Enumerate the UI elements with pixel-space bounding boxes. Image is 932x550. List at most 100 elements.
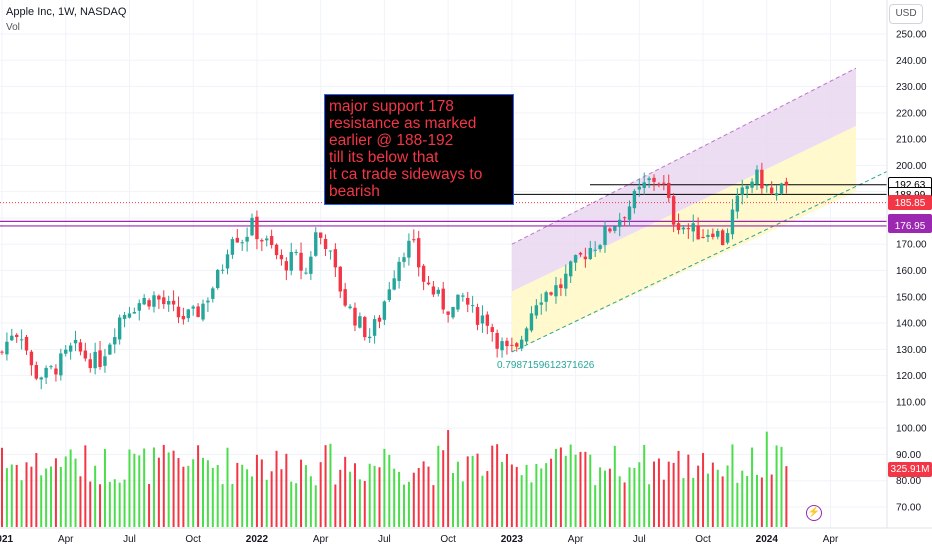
candle-body: [377, 317, 382, 322]
candle-body: [446, 311, 450, 315]
candle-body: [627, 206, 632, 220]
x-tick-label: Apr: [823, 534, 839, 545]
volume-bar: [456, 461, 459, 527]
lightning-icon[interactable]: ⚡: [806, 505, 822, 521]
volume-bar: [388, 454, 391, 527]
candle-body: [720, 230, 725, 246]
volume-bar: [545, 463, 548, 527]
volume-bar: [128, 449, 131, 527]
y-tick-label: 240.00: [896, 56, 927, 67]
volume-bar: [15, 464, 18, 527]
volume-bar: [378, 467, 381, 527]
candle-body: [230, 239, 235, 255]
volume-bar: [525, 464, 528, 527]
candle-body: [608, 228, 612, 232]
candle-body: [39, 377, 43, 380]
candle-body: [83, 350, 88, 359]
volume-label: Vol: [6, 22, 20, 33]
candle-body: [534, 305, 539, 316]
volume-bar: [74, 458, 77, 527]
volume-bar: [510, 464, 513, 527]
volume-bar: [118, 482, 121, 527]
volume-bar: [564, 455, 567, 527]
volume-bar: [167, 452, 170, 527]
volume-bar: [608, 468, 611, 527]
volume-bar: [94, 465, 97, 527]
candle-body: [603, 226, 607, 245]
candle-body: [519, 339, 524, 349]
volume-bar: [662, 479, 665, 527]
volume-bar: [192, 459, 195, 527]
x-tick-label: Jul: [378, 534, 391, 545]
fib-ratio-label: 0.7987159612371626: [497, 360, 595, 371]
volume-bar: [618, 476, 621, 527]
annotation-box[interactable]: major support 178 resistance as marked e…: [324, 94, 514, 205]
candle-body: [206, 300, 210, 303]
volume-bar: [236, 462, 239, 527]
candle-body: [284, 261, 289, 271]
volume-bar: [54, 458, 57, 527]
candle-body: [260, 240, 264, 242]
volume-bar: [79, 476, 82, 527]
candle-body: [353, 307, 357, 326]
volume-bar: [746, 475, 749, 527]
volume-bar: [466, 456, 469, 527]
volume-bar: [422, 461, 425, 527]
candle-body: [500, 341, 504, 351]
volume-bar: [692, 477, 695, 527]
candle-body: [265, 238, 269, 241]
candle-body: [24, 336, 29, 351]
volume-bar: [520, 475, 523, 527]
volume-bar: [5, 468, 8, 527]
volume-bar: [491, 445, 494, 527]
candle-body: [750, 181, 754, 188]
volume-bar: [780, 446, 783, 527]
volume-bar: [260, 459, 263, 527]
candle-body: [417, 238, 421, 268]
volume-bar: [633, 468, 636, 527]
volume-bar: [407, 481, 410, 527]
y-tick-label: 210.00: [896, 135, 927, 146]
volume-bar: [486, 471, 489, 527]
volume-bar: [201, 457, 204, 527]
candle-body: [255, 216, 259, 240]
candle-body: [73, 339, 78, 344]
volume-bar: [358, 479, 361, 527]
x-tick-label: 2021: [0, 534, 14, 545]
volume-bar: [751, 447, 754, 527]
candle-body: [211, 288, 215, 299]
x-tick-label: 2023: [501, 534, 524, 545]
candle-body: [279, 254, 284, 260]
candle-body: [515, 343, 519, 347]
candle-body: [588, 247, 592, 260]
candle-body: [240, 242, 244, 244]
y-tick-label: 80.00: [896, 476, 921, 487]
candle-body: [662, 182, 666, 184]
volume-bar: [64, 456, 67, 527]
symbol-title: Apple Inc, 1W, NASDAQ: [6, 6, 127, 18]
y-tick-label: 160.00: [896, 266, 927, 277]
candle-body: [196, 306, 200, 318]
candle-body: [642, 182, 646, 188]
volume-bar: [300, 459, 303, 527]
volume-bar: [657, 458, 660, 527]
candle-body: [44, 367, 48, 378]
volume-bar: [20, 480, 23, 527]
candle-body: [740, 187, 744, 195]
volume-bar: [721, 476, 724, 527]
volume-bar: [226, 447, 229, 527]
candle-body: [568, 261, 573, 277]
volume-bar: [731, 444, 734, 527]
candle-body: [142, 297, 146, 305]
candle-body: [716, 231, 720, 237]
volume-bar: [334, 484, 337, 527]
volume-bar: [138, 455, 141, 527]
volume-bar: [35, 453, 38, 527]
candle-body: [681, 227, 686, 230]
x-tick-label: Apr: [313, 534, 329, 545]
volume-bar: [603, 470, 606, 527]
volume-bar: [216, 465, 219, 527]
currency-button[interactable]: USD: [889, 4, 923, 24]
candle-body: [0, 351, 4, 353]
